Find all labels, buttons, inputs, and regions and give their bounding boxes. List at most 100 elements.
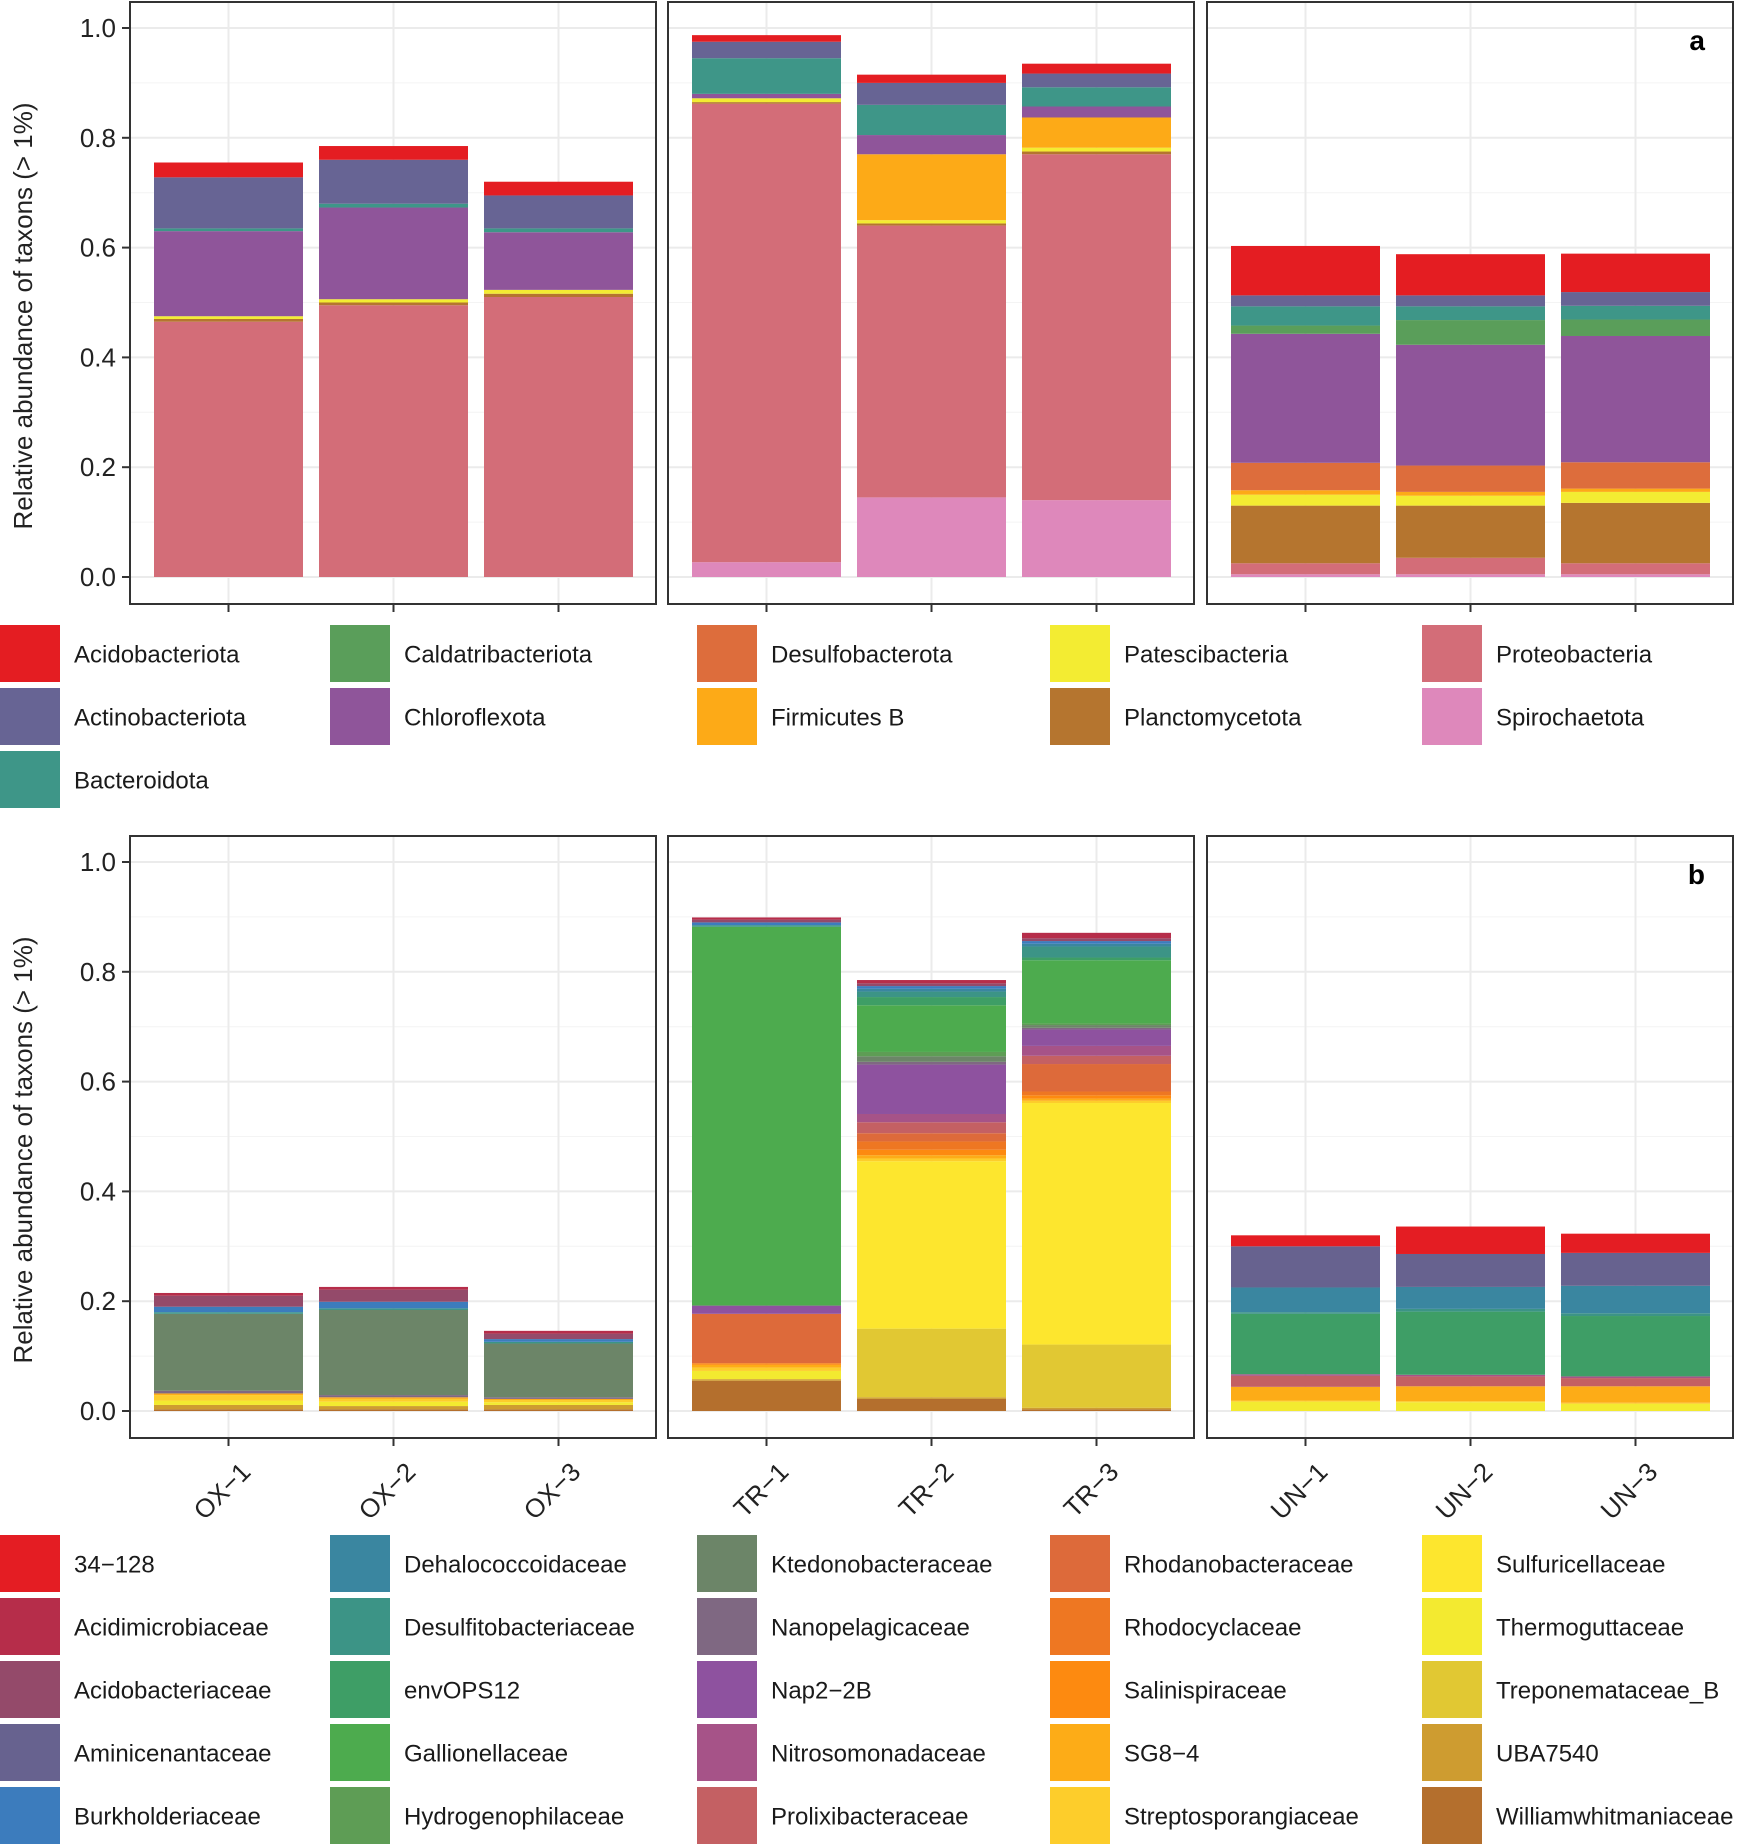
bar-segment-tr-2-prolixibacteraceae <box>857 1122 1006 1134</box>
bar-stack-un-1 <box>1231 245 1380 577</box>
x-tick-label: OX−1 <box>188 1457 257 1526</box>
legend-item-streptosporangiaceae: Streptosporangiaceae <box>1050 1787 1359 1844</box>
panel-b-tr: TR−1 TR−2 TR−3 <box>667 835 1195 1524</box>
bar-segment-tr-1-thermoguttaceae <box>692 1370 841 1380</box>
bar-segment-un-2-aminicenantaceae <box>1396 1253 1545 1287</box>
legend-label: UBA7540 <box>1496 1741 1599 1768</box>
bar-segment-un-3-actinobacteriota <box>1561 292 1710 306</box>
bar-segment-tr-3-actinobacteriota <box>1022 73 1171 88</box>
x-tick-label: UN−2 <box>1430 1457 1499 1526</box>
chart-a: 0.0 0.2 0.4 0.6 0.8 1.0 Relative abundance of … <box>8 1 1734 612</box>
bar-segment-tr-3-treponemataceae-b <box>1022 1344 1171 1408</box>
bar-segment-un-1-nitrosomonadaceae <box>1231 1374 1380 1376</box>
bar-segment-un-3-planctomycetota <box>1561 502 1710 564</box>
bar-segment-ox-2-acidimicrobiaceae <box>319 1286 468 1290</box>
bar-segment-un-3-envops12 <box>1561 1316 1710 1377</box>
bar-segment-ox-1-actinobacteriota <box>154 177 303 229</box>
bar-stack-ox-2 <box>319 1286 468 1411</box>
legend-swatch <box>697 1535 757 1592</box>
legend-swatch <box>697 688 757 745</box>
bar-stack-ox-3 <box>484 1330 633 1411</box>
bar-segment-tr-3-nap2-2b <box>1022 1029 1171 1046</box>
bar-stack-un-3 <box>1561 253 1710 577</box>
bar-segment-un-2-acidobacteriota <box>1396 254 1545 296</box>
bar-stack-ox-1 <box>154 1292 303 1411</box>
legend-item-acidimicrobiaceae: Acidimicrobiaceae <box>0 1598 269 1655</box>
bar-segment-tr-3-bacteroidota <box>1022 87 1171 107</box>
bar-segment-ox-1-bacteroidota <box>154 228 303 232</box>
legend-item-chloroflexota: Chloroflexota <box>330 688 546 745</box>
bar-segment-tr-2-sulfuricellaceae <box>857 1161 1006 1329</box>
bar-segment-tr-2-nap2-2b <box>857 1064 1006 1114</box>
bar-segment-un-3-proteobacteria <box>1561 563 1710 575</box>
y-tick-label: 0.2 <box>80 1286 116 1316</box>
legend-swatch <box>330 688 390 745</box>
bar-segment-tr-2-envops12 <box>857 997 1006 1006</box>
legend-item-rhodanobacteraceae: Rhodanobacteraceae <box>1050 1535 1354 1592</box>
bar-segment-tr-2-actinobacteriota <box>857 82 1006 105</box>
bar-segment-un-1-actinobacteriota <box>1231 295 1380 307</box>
legend-label: Sulfuricellaceae <box>1496 1552 1665 1579</box>
bar-segment-tr-3-gallionellaceae <box>1022 960 1171 1024</box>
bar-segment-tr-3-nitrosomonadaceae <box>1022 1045 1171 1056</box>
bar-segment-tr-3-envops12 <box>1022 957 1171 961</box>
legend-swatch <box>697 1598 757 1655</box>
bar-segment-ox-1-acidobacteriota <box>154 162 303 178</box>
legend-item-nap2-2b: Nap2−2B <box>697 1661 872 1718</box>
legend-item-aminicenantaceae: Aminicenantaceae <box>0 1724 271 1781</box>
bar-segment-tr-2-nitrosomonadaceae <box>857 1113 1006 1123</box>
legend-swatch <box>330 1724 390 1781</box>
legend-swatch <box>1422 1661 1482 1718</box>
bar-segment-un-3-nitrosomonadaceae <box>1561 1376 1710 1379</box>
bar-segment-un-1-proteobacteria <box>1231 563 1380 575</box>
y-tick-label: 0.6 <box>80 233 116 263</box>
bar-segment-ox-3-nanopelagicaceae <box>484 1397 633 1399</box>
bar-segment-tr-1-uba7540 <box>692 1379 841 1381</box>
legend-label: Dehalococcoidaceae <box>404 1552 627 1579</box>
bar-stack-tr-1 <box>692 917 841 1411</box>
legend-item-acidobacteriaceae: Acidobacteriaceae <box>0 1661 271 1718</box>
bar-segment-tr-3-nanopelagicaceae <box>1022 1027 1171 1030</box>
bar-segment-tr-3-rhodanobacteraceae <box>1022 1064 1171 1092</box>
legend-b: 34−128 Acidimicrobiaceae Acidobacteriaceae… <box>0 1535 1733 1844</box>
bar-segment-tr-2-chloroflexota <box>857 135 1006 155</box>
bar-segment-tr-1-nap2-2b <box>692 1305 841 1314</box>
legend-item-envops12: envOPS12 <box>330 1661 520 1718</box>
legend-swatch <box>330 1535 390 1592</box>
bar-segment-un-1-envops12 <box>1231 1313 1380 1375</box>
bar-segment-ox-1-acidimicrobiaceae <box>154 1292 303 1296</box>
panel-a-tr <box>667 1 1195 612</box>
x-tick-label: UN−1 <box>1265 1457 1334 1526</box>
bar-segment-tr-1-desulfitobacteriaceae <box>692 925 841 927</box>
legend-label: Desulfobacterota <box>771 642 953 669</box>
legend-item-sg8-4: SG8−4 <box>1050 1724 1199 1781</box>
legend-item-acidobacteriota: Acidobacteriota <box>0 625 240 682</box>
bar-segment-tr-2-treponemataceae-b <box>857 1328 1006 1398</box>
legend-label: Acidobacteriota <box>74 642 240 669</box>
legend-item-bacteroidota: Bacteroidota <box>0 751 209 808</box>
bar-segment-ox-1-patescibacteria <box>154 316 303 319</box>
legend-item-actinobacteriota: Actinobacteriota <box>0 688 247 745</box>
bar-segment-ox-3-chloroflexota <box>484 232 633 290</box>
x-tick-label: OX−3 <box>518 1457 587 1526</box>
x-tick-label: OX−2 <box>353 1457 422 1526</box>
legend-swatch <box>697 1787 757 1844</box>
legend-label: Spirochaetota <box>1496 705 1645 732</box>
bar-segment-ox-3-acidobacteriota <box>484 181 633 196</box>
x-tick-label: TR−1 <box>728 1457 795 1524</box>
bar-segment-tr-1-streptosporangiaceae <box>692 1367 841 1371</box>
bar-segment-ox-3-sg8-4 <box>484 1398 633 1401</box>
y-tick-label: 1.0 <box>80 13 116 43</box>
x-tick-label: TR−2 <box>893 1457 960 1524</box>
legend-swatch <box>0 751 60 808</box>
bar-segment-tr-2-bacteroidota <box>857 104 1006 136</box>
legend-swatch <box>1422 1724 1482 1781</box>
bar-segment-tr-2-sg8-4 <box>857 1155 1006 1159</box>
legend-label: Thermoguttaceae <box>1496 1615 1684 1642</box>
legend-swatch <box>1422 1598 1482 1655</box>
legend-swatch <box>697 1661 757 1718</box>
bar-segment-un-2-firmicutes-b <box>1396 491 1545 496</box>
bar-segment-ox-1-streptosporangiaceae <box>154 1395 303 1401</box>
bar-segment-tr-3-salinispiraceae <box>1022 1095 1171 1099</box>
bar-segment-ox-1-desulfitobacteriaceae <box>154 1312 303 1314</box>
